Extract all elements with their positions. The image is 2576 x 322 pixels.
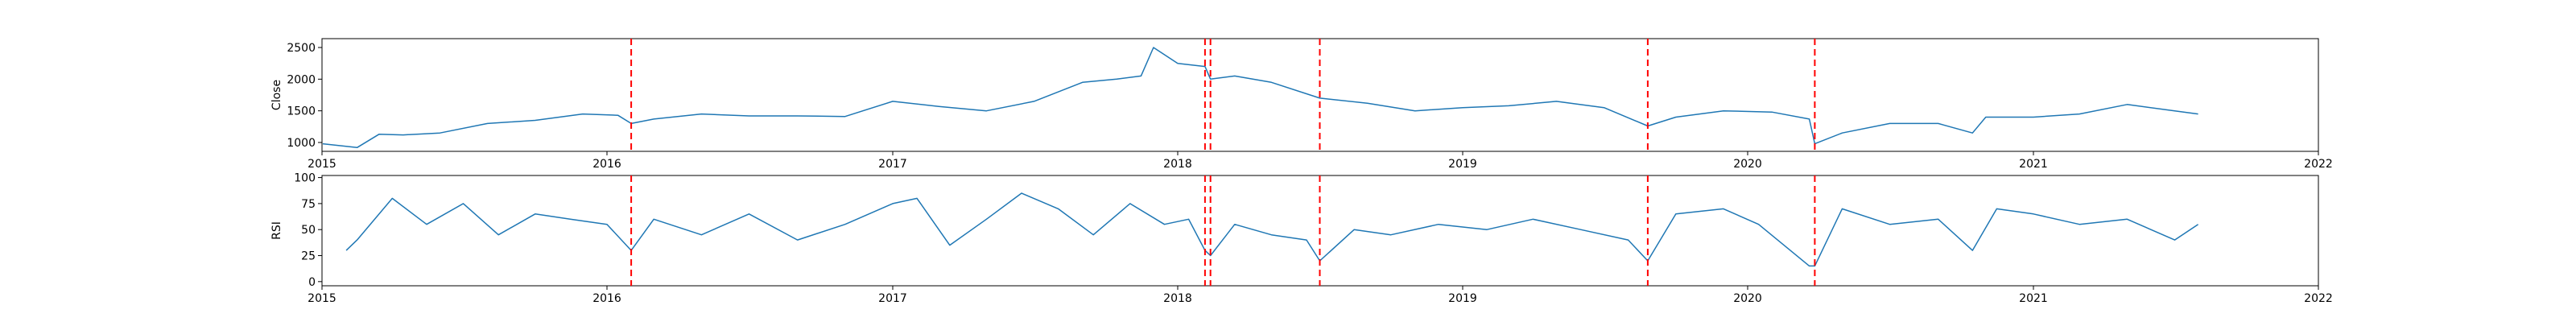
rsi-x-tick-label: 2022 (2304, 292, 2333, 305)
rsi-x-tick-label: 2015 (308, 292, 336, 305)
close-x-tick-label: 2020 (1733, 158, 1762, 171)
close-y-tick-label: 1500 (287, 105, 316, 118)
rsi-y-tick-label: 75 (301, 198, 316, 211)
close-series-line (322, 47, 2198, 149)
rsi-plot-area (345, 175, 2199, 286)
close-x-tick-label: 2015 (308, 158, 336, 171)
close-x-tick-label: 2016 (592, 158, 621, 171)
rsi-y-tick-label: 0 (308, 276, 316, 289)
close-x-tick-label: 2018 (1163, 158, 1192, 171)
close-y-tick-label: 2000 (287, 73, 316, 86)
close-plot-area (322, 39, 2198, 151)
close-y-ticks: 1000 1500 2000 2500 (287, 42, 322, 150)
rsi-x-tick-label: 2016 (592, 292, 621, 305)
rsi-x-tick-label: 2021 (2019, 292, 2048, 305)
close-x-tick-label: 2019 (1448, 158, 1477, 171)
close-y-tick-label: 2500 (287, 42, 316, 55)
rsi-x-tick-label: 2017 (878, 292, 907, 305)
rsi-y-tick-label: 100 (294, 172, 316, 185)
rsi-x-tick-label: 2018 (1163, 292, 1192, 305)
close-y-tick-label: 1000 (287, 137, 316, 150)
rsi-y-axis-label: RSI (270, 221, 283, 240)
close-x-tick-label: 2022 (2304, 158, 2333, 171)
close-x-ticks: 2015 2016 2017 2018 2019 2020 2021 2022 (308, 151, 2333, 171)
close-y-axis-label: Close (270, 80, 283, 110)
rsi-series-line (345, 192, 2199, 267)
rsi-x-tick-label: 2019 (1448, 292, 1477, 305)
close-x-tick-label: 2017 (878, 158, 907, 171)
rsi-x-tick-label: 2020 (1733, 292, 1762, 305)
close-x-tick-label: 2021 (2019, 158, 2048, 171)
rsi-y-tick-label: 50 (301, 224, 316, 237)
rsi-x-ticks: 2015 2016 2017 2018 2019 2020 2021 2022 (308, 286, 2333, 305)
rsi-y-ticks: 0 25 50 75 100 (294, 172, 322, 289)
rsi-y-tick-label: 25 (301, 250, 316, 263)
